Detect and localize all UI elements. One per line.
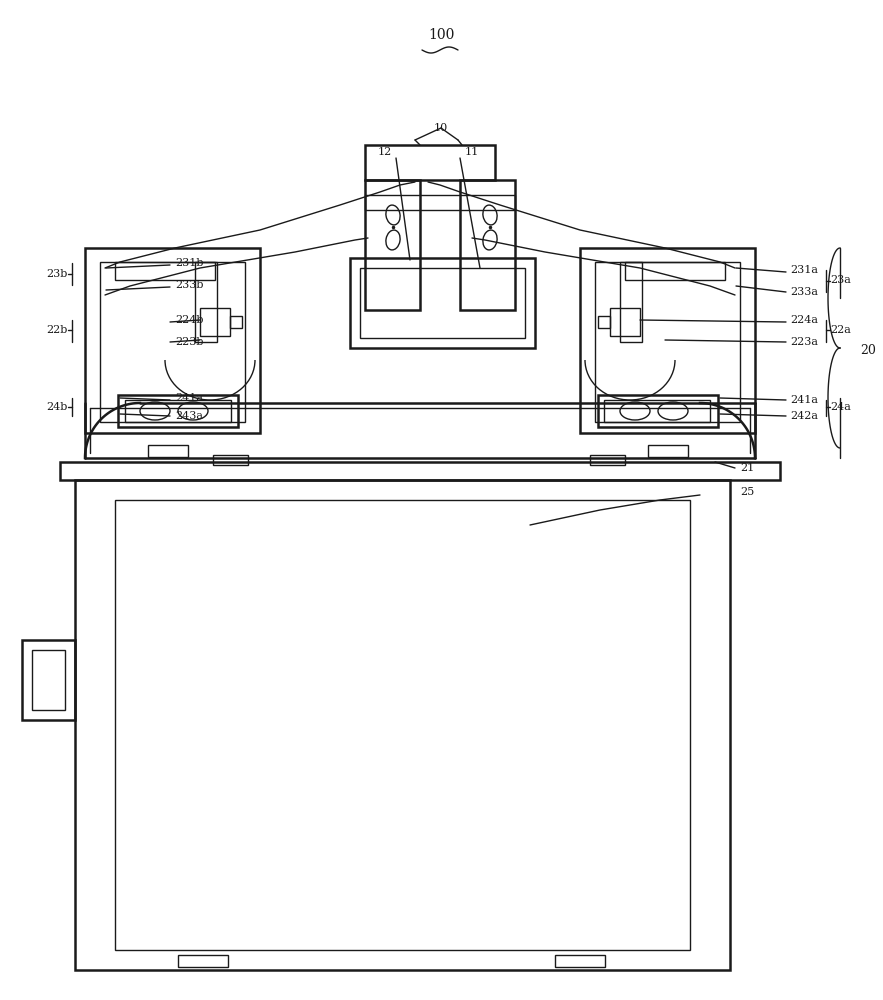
- Bar: [580, 248, 755, 433]
- Bar: [22, 640, 75, 720]
- Bar: [595, 262, 740, 422]
- Bar: [590, 455, 625, 465]
- Text: 12: 12: [378, 147, 392, 157]
- Text: 243a: 243a: [175, 411, 203, 421]
- Bar: [100, 262, 245, 422]
- Bar: [85, 248, 260, 433]
- Text: 241a: 241a: [175, 393, 203, 403]
- Text: 233b: 233b: [175, 280, 203, 290]
- Bar: [360, 268, 525, 338]
- Text: 25: 25: [740, 487, 754, 497]
- Text: 231a: 231a: [790, 265, 818, 275]
- Bar: [604, 400, 710, 422]
- Bar: [350, 258, 535, 348]
- Text: 241a: 241a: [790, 395, 818, 405]
- Text: 22b: 22b: [47, 325, 68, 335]
- Bar: [648, 445, 688, 457]
- Bar: [75, 480, 730, 970]
- Bar: [118, 395, 238, 427]
- Bar: [625, 262, 725, 280]
- Text: 24a: 24a: [830, 402, 851, 412]
- Text: 23a: 23a: [830, 275, 851, 285]
- Bar: [115, 500, 690, 950]
- Text: 23b: 23b: [47, 269, 68, 279]
- Bar: [555, 955, 605, 967]
- Bar: [598, 316, 610, 328]
- Text: 242a: 242a: [790, 411, 818, 421]
- Bar: [365, 145, 495, 180]
- Bar: [230, 316, 242, 328]
- Bar: [365, 180, 420, 310]
- Bar: [620, 262, 642, 342]
- Text: 21: 21: [740, 463, 754, 473]
- Text: 223b: 223b: [175, 337, 203, 347]
- Text: 224a: 224a: [790, 315, 818, 325]
- Text: 20: 20: [860, 344, 876, 357]
- Bar: [213, 455, 248, 465]
- Bar: [195, 262, 217, 342]
- Text: 100: 100: [427, 28, 454, 42]
- Bar: [460, 180, 515, 310]
- Bar: [60, 462, 780, 480]
- Bar: [125, 400, 231, 422]
- Text: 24b: 24b: [47, 402, 68, 412]
- Text: 10: 10: [434, 123, 449, 133]
- Text: 231b: 231b: [175, 258, 203, 268]
- Bar: [200, 308, 230, 336]
- Bar: [365, 195, 515, 210]
- Text: 11: 11: [465, 147, 479, 157]
- Bar: [598, 395, 718, 427]
- Bar: [610, 308, 640, 336]
- Text: 224b: 224b: [175, 315, 203, 325]
- Bar: [32, 650, 65, 710]
- Text: 22a: 22a: [830, 325, 851, 335]
- Text: 223a: 223a: [790, 337, 818, 347]
- Bar: [115, 262, 215, 280]
- Bar: [178, 955, 228, 967]
- Bar: [148, 445, 188, 457]
- Text: 233a: 233a: [790, 287, 818, 297]
